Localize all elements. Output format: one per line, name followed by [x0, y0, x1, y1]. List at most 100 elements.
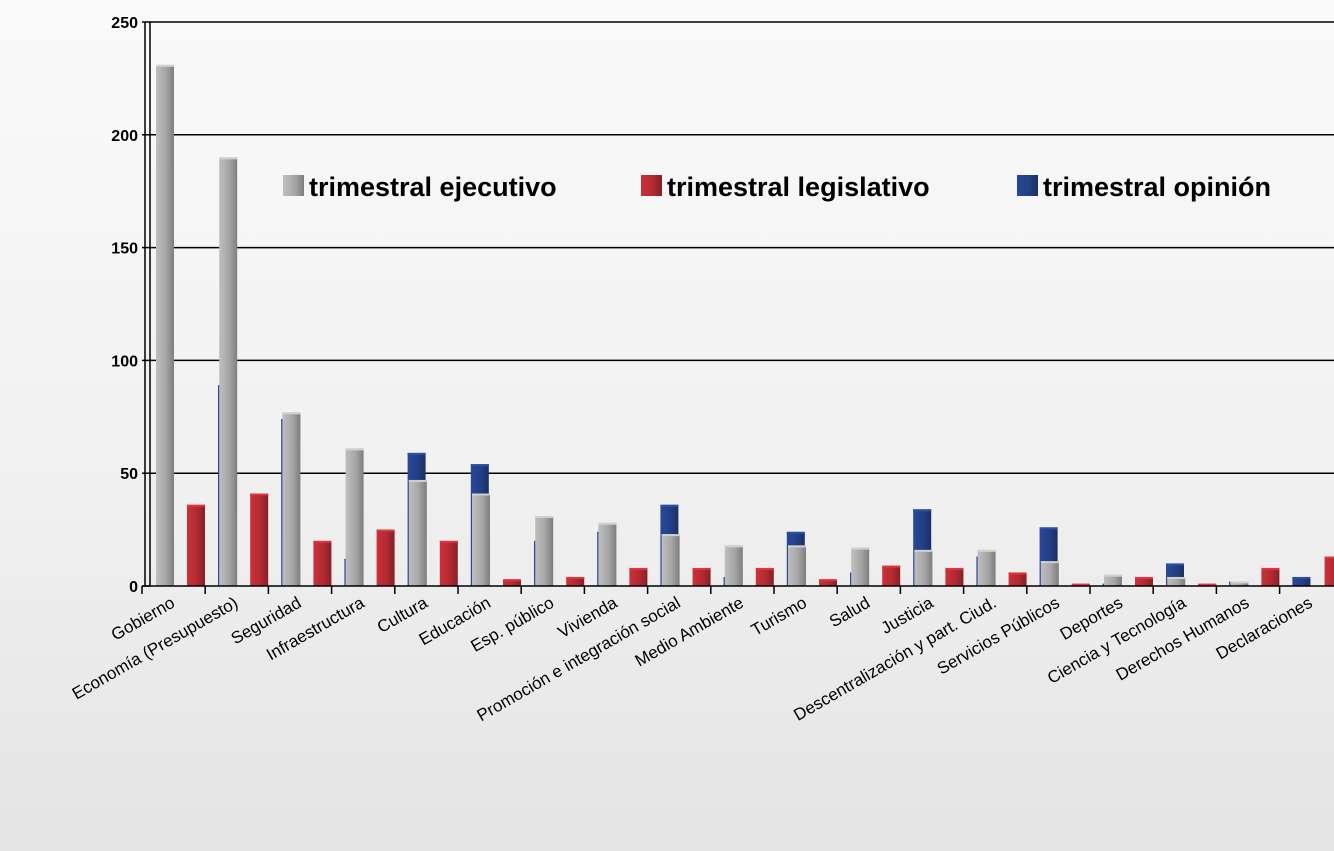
bar-highlight — [1261, 567, 1280, 570]
bar-highlight — [598, 522, 617, 525]
bar-highlight — [882, 565, 901, 568]
bar-highlight — [313, 540, 332, 543]
gridlines — [150, 21, 1334, 474]
bar-highlight — [788, 545, 806, 548]
bar-trimestral-legislativo — [187, 504, 205, 586]
bar-trimestral-ejecutivo — [282, 412, 301, 586]
bar-highlight — [407, 452, 426, 455]
bar-trimestral-legislativo — [755, 567, 774, 586]
bar-highlight — [1166, 563, 1184, 566]
legend-label: trimestral ejecutivo — [309, 172, 557, 202]
bar-highlight — [1324, 556, 1334, 559]
y-tick-label: 200 — [111, 128, 138, 145]
bar-highlight — [914, 549, 933, 552]
bar-highlight — [408, 479, 427, 482]
bar-highlight — [1230, 581, 1249, 584]
bar-trimestral-legislativo — [1261, 567, 1280, 586]
bar-highlight — [851, 547, 870, 550]
bar-highlight — [1008, 572, 1027, 575]
y-tick-label: 0 — [129, 579, 138, 596]
bar-highlight — [692, 567, 711, 570]
bar-trimestral-legislativo — [566, 576, 585, 586]
bar-trimestral-legislativo — [1135, 576, 1153, 586]
legend-swatch — [1017, 175, 1038, 196]
legend-swatch — [283, 175, 304, 196]
axes — [141, 21, 1334, 594]
bar-trimestral-ejecutivo — [408, 479, 427, 586]
bar-highlight — [977, 549, 996, 552]
bar-highlight — [439, 540, 458, 543]
bar-highlight — [913, 509, 932, 512]
bar-trimestral-ejecutivo — [345, 448, 364, 586]
bar-trimestral-ejecutivo — [535, 516, 554, 586]
y-tick-label: 50 — [120, 466, 138, 483]
bar-highlight — [1198, 583, 1217, 586]
legend-label: trimestral legislativo — [667, 172, 930, 202]
bar-trimestral-ejecutivo — [598, 522, 617, 586]
bar-trimestral-ejecutivo — [788, 545, 806, 586]
bar-highlight — [660, 504, 679, 507]
bar-trimestral-ejecutivo — [851, 547, 870, 586]
bar-trimestral-ejecutivo — [724, 545, 743, 586]
bar-highlight — [345, 448, 364, 451]
bar-highlight — [1104, 574, 1122, 577]
bar-highlight — [1039, 527, 1058, 530]
bar-highlight — [187, 504, 205, 507]
bar-trimestral-ejecutivo — [661, 534, 680, 586]
bar-highlight — [503, 579, 521, 582]
bar-highlight — [250, 493, 269, 496]
bar-highlight — [376, 529, 395, 532]
bar-trimestral-legislativo — [1008, 572, 1027, 586]
bar-highlight — [1292, 576, 1311, 579]
bar-trimestral-ejecutivo — [914, 549, 933, 586]
bar-highlight — [661, 534, 680, 537]
bar-highlight — [786, 531, 805, 534]
bar-highlight — [755, 567, 774, 570]
bar-highlight — [535, 516, 554, 519]
bar-trimestral-ejecutivo — [156, 64, 174, 586]
bar-highlight — [219, 157, 238, 160]
bar-highlight — [724, 545, 743, 548]
bar-trimestral-ejecutivo — [977, 549, 996, 586]
bar-highlight — [470, 464, 489, 467]
bar-trimestral-opinión — [1292, 576, 1311, 586]
bar-highlight — [629, 567, 648, 570]
bar-trimestral-legislativo — [1324, 556, 1334, 586]
bar-highlight — [1071, 583, 1090, 586]
bar-highlight — [1135, 576, 1153, 579]
x-tick-label: Turismo — [748, 593, 810, 640]
bar-trimestral-ejecutivo — [1167, 576, 1186, 586]
bar-highlight — [156, 64, 174, 67]
bar-highlight — [1040, 561, 1059, 564]
bar-trimestral-legislativo — [629, 567, 648, 586]
bar-trimestral-ejecutivo — [1230, 581, 1249, 586]
bar-trimestral-legislativo — [819, 579, 837, 586]
bar-highlight — [472, 493, 490, 496]
bar-trimestral-legislativo — [313, 540, 332, 586]
bar-highlight — [282, 412, 301, 415]
bar-trimestral-ejecutivo — [472, 493, 490, 586]
bars — [156, 64, 1334, 587]
bar-highlight — [566, 576, 585, 579]
y-tick-label: 250 — [111, 15, 138, 32]
bar-highlight — [1167, 576, 1186, 579]
bar-trimestral-legislativo — [250, 493, 269, 586]
bar-trimestral-legislativo — [882, 565, 901, 586]
bar-trimestral-legislativo — [439, 540, 458, 586]
bar-trimestral-legislativo — [945, 567, 964, 586]
bar-trimestral-ejecutivo — [219, 157, 238, 587]
y-tick-label: 150 — [111, 241, 138, 258]
legend-label: trimestral opinión — [1043, 172, 1271, 202]
bar-highlight — [945, 567, 964, 570]
bar-trimestral-ejecutivo — [1040, 561, 1059, 586]
y-tick-label: 100 — [111, 353, 138, 370]
bar-trimestral-legislativo — [376, 529, 395, 586]
legend: trimestral ejecutivo trimestral legislati… — [283, 172, 1271, 202]
bar-trimestral-legislativo — [692, 567, 711, 586]
bar-trimestral-ejecutivo — [1104, 574, 1122, 586]
bar-highlight — [819, 579, 837, 582]
legend-swatch — [641, 175, 662, 196]
